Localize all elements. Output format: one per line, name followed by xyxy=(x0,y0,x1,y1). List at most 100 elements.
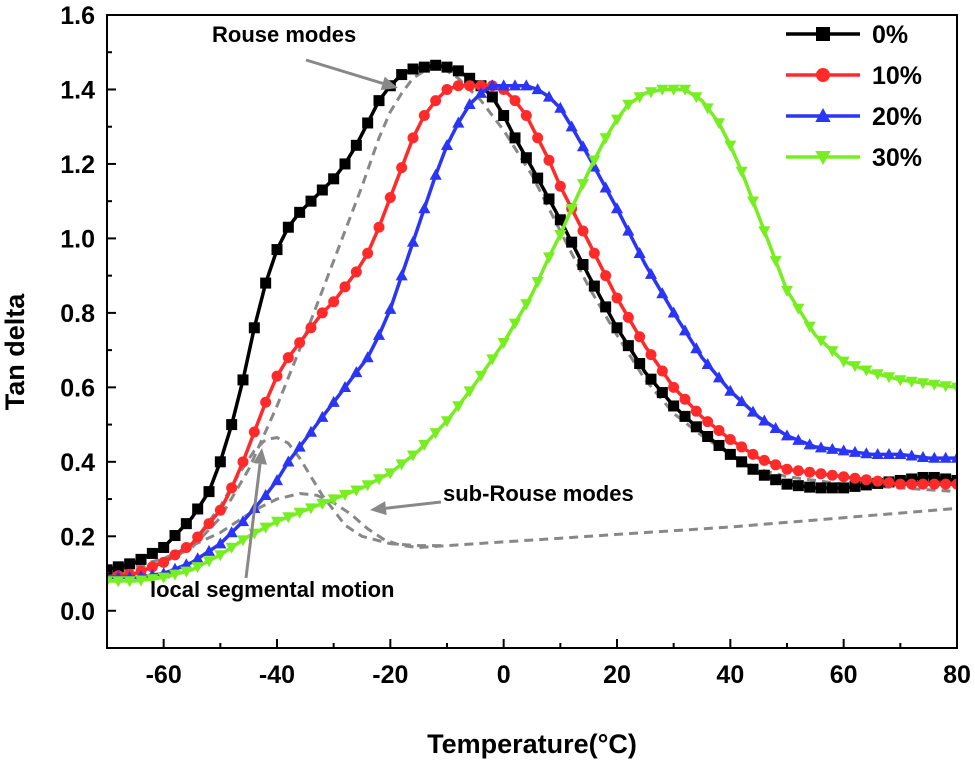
data-point xyxy=(770,474,782,486)
data-point xyxy=(950,451,957,463)
data-point xyxy=(804,481,816,493)
data-point xyxy=(928,478,940,490)
data-point xyxy=(158,541,170,553)
data-point xyxy=(769,421,782,433)
data-point xyxy=(236,515,250,527)
data-point xyxy=(928,471,940,483)
data-point xyxy=(781,463,793,475)
data-point xyxy=(180,541,192,553)
data-point xyxy=(758,469,770,481)
data-point xyxy=(372,328,386,340)
data-point xyxy=(226,419,238,431)
data-point xyxy=(396,69,408,81)
legend: 0% 10% 20% 30% xyxy=(786,21,922,172)
data-point xyxy=(701,357,714,369)
data-point xyxy=(441,83,453,95)
data-point xyxy=(407,63,419,75)
x-tick-label: 0 xyxy=(497,661,511,689)
data-point xyxy=(532,132,544,144)
data-point xyxy=(860,474,872,486)
y-tick-label: 1.2 xyxy=(60,151,95,179)
data-point xyxy=(917,478,929,490)
data-point xyxy=(373,95,385,107)
data-point xyxy=(486,79,499,91)
data-point xyxy=(474,86,488,98)
data-point xyxy=(237,456,249,468)
legend-item: 20% xyxy=(786,103,922,131)
data-point xyxy=(747,448,759,460)
data-point xyxy=(531,83,544,95)
y-tick-label: 0.0 xyxy=(60,598,95,626)
data-point xyxy=(849,480,861,492)
legend-swatch-marker xyxy=(815,151,831,166)
data-point xyxy=(384,302,397,314)
fit-curve xyxy=(107,436,447,575)
data-point xyxy=(225,526,238,538)
data-point xyxy=(463,386,476,398)
data-point xyxy=(667,84,680,96)
data-point xyxy=(838,482,850,494)
data-point xyxy=(430,95,442,107)
data-point xyxy=(158,556,170,568)
data-point xyxy=(362,117,374,129)
data-point xyxy=(747,463,759,475)
data-point xyxy=(860,365,873,377)
data-point xyxy=(452,116,465,128)
data-point xyxy=(498,110,510,122)
legend-item: 0% xyxy=(786,21,908,49)
data-point xyxy=(146,547,158,559)
annotation-arrow xyxy=(370,500,442,516)
data-point xyxy=(826,482,838,494)
data-point xyxy=(214,456,226,468)
data-point xyxy=(769,256,782,268)
data-point xyxy=(814,335,828,347)
data-point xyxy=(894,478,906,490)
data-point xyxy=(509,132,521,144)
data-point xyxy=(792,433,805,445)
x-tick-label: 20 xyxy=(603,661,631,689)
data-point xyxy=(600,301,612,313)
data-point xyxy=(237,374,249,386)
data-point xyxy=(656,365,668,377)
data-point xyxy=(180,558,193,570)
legend-swatch-marker xyxy=(815,107,831,122)
data-point xyxy=(928,379,941,391)
x-axis-title: Temperature(°C) xyxy=(427,729,637,759)
data-point xyxy=(542,90,556,102)
data-point xyxy=(350,485,363,497)
data-point xyxy=(882,372,896,384)
data-point xyxy=(804,466,816,478)
data-point xyxy=(248,322,260,334)
data-point xyxy=(610,202,624,214)
data-point xyxy=(327,395,340,407)
legend-item: 10% xyxy=(786,62,922,90)
data-point xyxy=(406,235,420,247)
data-point xyxy=(107,564,113,576)
data-point xyxy=(441,61,453,73)
data-point xyxy=(192,531,204,543)
data-point xyxy=(758,226,771,238)
data-point xyxy=(724,384,737,396)
data-point xyxy=(736,441,748,453)
data-point xyxy=(565,120,578,132)
data-point xyxy=(736,456,748,468)
data-point xyxy=(599,181,612,193)
data-point xyxy=(667,306,680,318)
data-point xyxy=(180,566,193,578)
data-point xyxy=(418,110,430,122)
data-point xyxy=(928,451,941,463)
data-point xyxy=(610,114,624,126)
data-point xyxy=(123,576,136,588)
data-point xyxy=(848,361,862,373)
data-point xyxy=(622,311,634,323)
data-point xyxy=(837,356,850,368)
data-point xyxy=(622,224,635,236)
data-point xyxy=(226,482,238,494)
data-point xyxy=(452,65,464,77)
annotations: Rouse modes sub-Rouse modes local segmen… xyxy=(150,22,634,602)
data-point xyxy=(384,191,396,203)
data-point xyxy=(429,428,442,440)
data-point xyxy=(350,266,362,278)
data-point xyxy=(554,214,566,226)
data-point xyxy=(440,138,454,150)
